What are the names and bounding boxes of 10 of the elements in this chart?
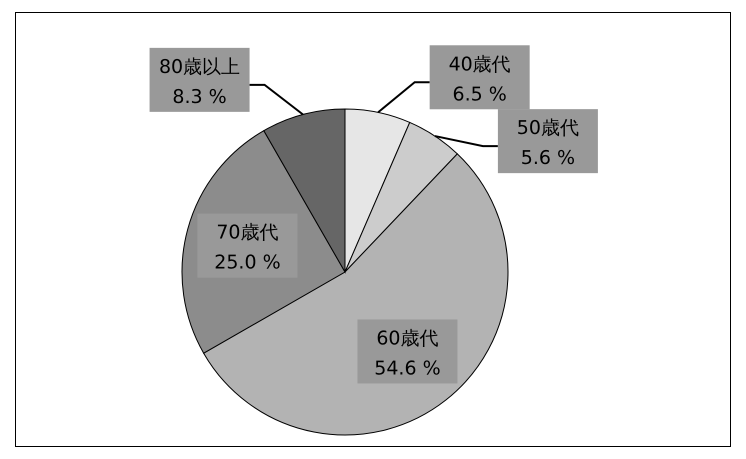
slice-label: 50歳代	[516, 117, 579, 140]
data-label: 6.5 %	[452, 83, 507, 106]
data-label: 25.0 %	[214, 252, 281, 274]
slice-label: 70歳代	[216, 222, 279, 244]
data-label: 54.6 %	[374, 357, 441, 380]
slice-label: 60歳代	[376, 327, 439, 350]
slice-label: 80歳以上	[158, 56, 240, 78]
slice-label: 40歳代	[448, 53, 511, 76]
data-label: 5.6 %	[520, 147, 576, 170]
data-label: 8.3 %	[172, 86, 227, 108]
